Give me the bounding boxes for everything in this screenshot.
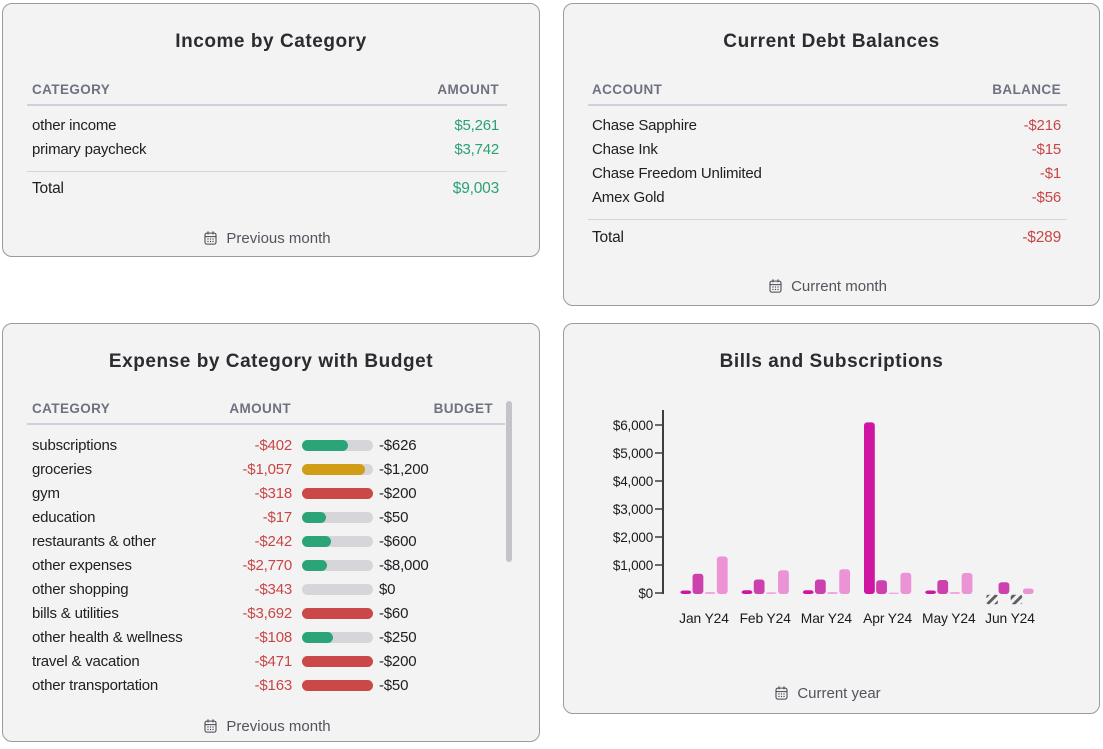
- svg-text:$2,000: $2,000: [613, 530, 653, 545]
- svg-text:Apr Y24: Apr Y24: [863, 611, 912, 626]
- svg-text:$1,000: $1,000: [613, 558, 653, 573]
- svg-text:$5,000: $5,000: [613, 446, 653, 461]
- svg-text:Jan Y24: Jan Y24: [679, 611, 729, 626]
- svg-text:$3,000: $3,000: [613, 502, 653, 517]
- svg-text:Feb Y24: Feb Y24: [740, 611, 792, 626]
- svg-text:$6,000: $6,000: [613, 418, 653, 433]
- svg-text:Jun Y24: Jun Y24: [985, 611, 1035, 626]
- svg-text:Mar Y24: Mar Y24: [801, 611, 853, 626]
- svg-text:$0: $0: [638, 586, 653, 601]
- svg-text:$4,000: $4,000: [613, 474, 653, 489]
- svg-text:May Y24: May Y24: [922, 611, 976, 626]
